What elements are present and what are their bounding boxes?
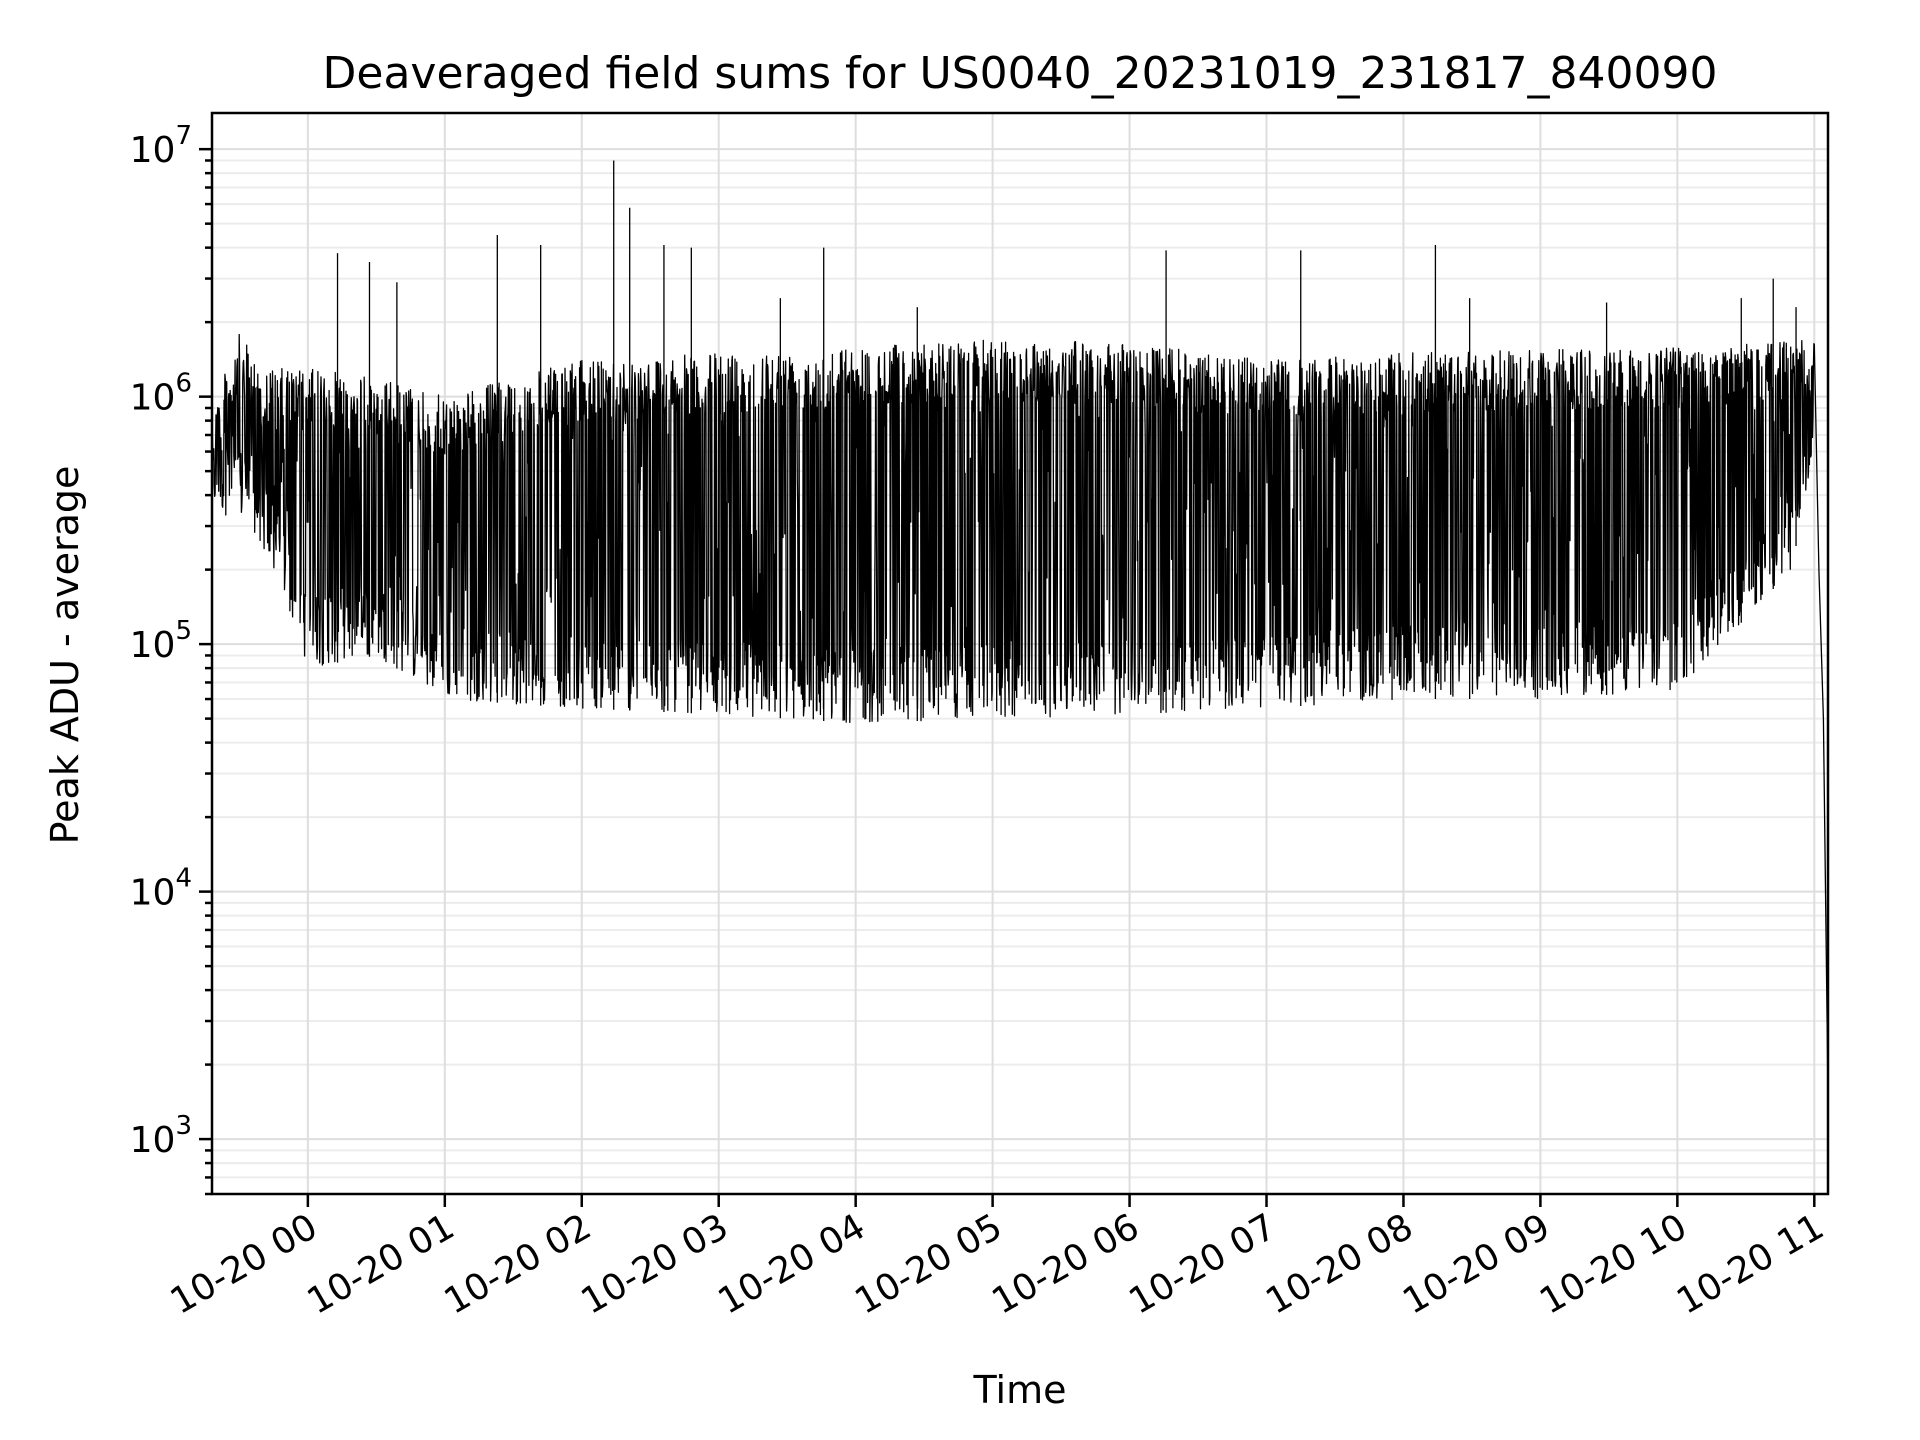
x-tick-label: 10-20 08 — [1259, 1206, 1420, 1322]
y-axis: 103 104 105 106 107 — [130, 121, 212, 1196]
x-tick-label: 10-20 05 — [848, 1206, 1009, 1322]
plot-frame — [210, 111, 1830, 1196]
y-tick-label: 107 — [130, 121, 192, 171]
y-tick-label: 103 — [130, 1111, 192, 1161]
y-tick-label: 106 — [130, 369, 192, 419]
series-line — [211, 333, 1829, 1096]
y-tick-label: 105 — [130, 616, 192, 666]
x-tick-label: 10-20 06 — [985, 1206, 1146, 1322]
series-layer — [211, 160, 1829, 1096]
y-axis-label: Peak ADU - average — [43, 466, 87, 845]
x-tick-label: 10-20 03 — [575, 1206, 736, 1322]
x-tick-label: 10-20 11 — [1670, 1206, 1831, 1322]
chart-title: Deaveraged field sums for US0040_2023101… — [323, 48, 1718, 99]
x-axis-label: Time — [973, 1368, 1067, 1412]
x-tick-label: 10-20 10 — [1533, 1206, 1694, 1322]
x-tick-label: 10-20 04 — [711, 1206, 872, 1322]
x-tick-label: 10-20 01 — [301, 1206, 462, 1322]
y-tick-label: 104 — [130, 864, 192, 914]
x-tick-label: 10-20 07 — [1122, 1206, 1283, 1322]
x-tick-label: 10-20 02 — [438, 1206, 599, 1322]
x-tick-label: 10-20 00 — [164, 1206, 325, 1322]
x-tick-label: 10-20 09 — [1396, 1206, 1557, 1322]
